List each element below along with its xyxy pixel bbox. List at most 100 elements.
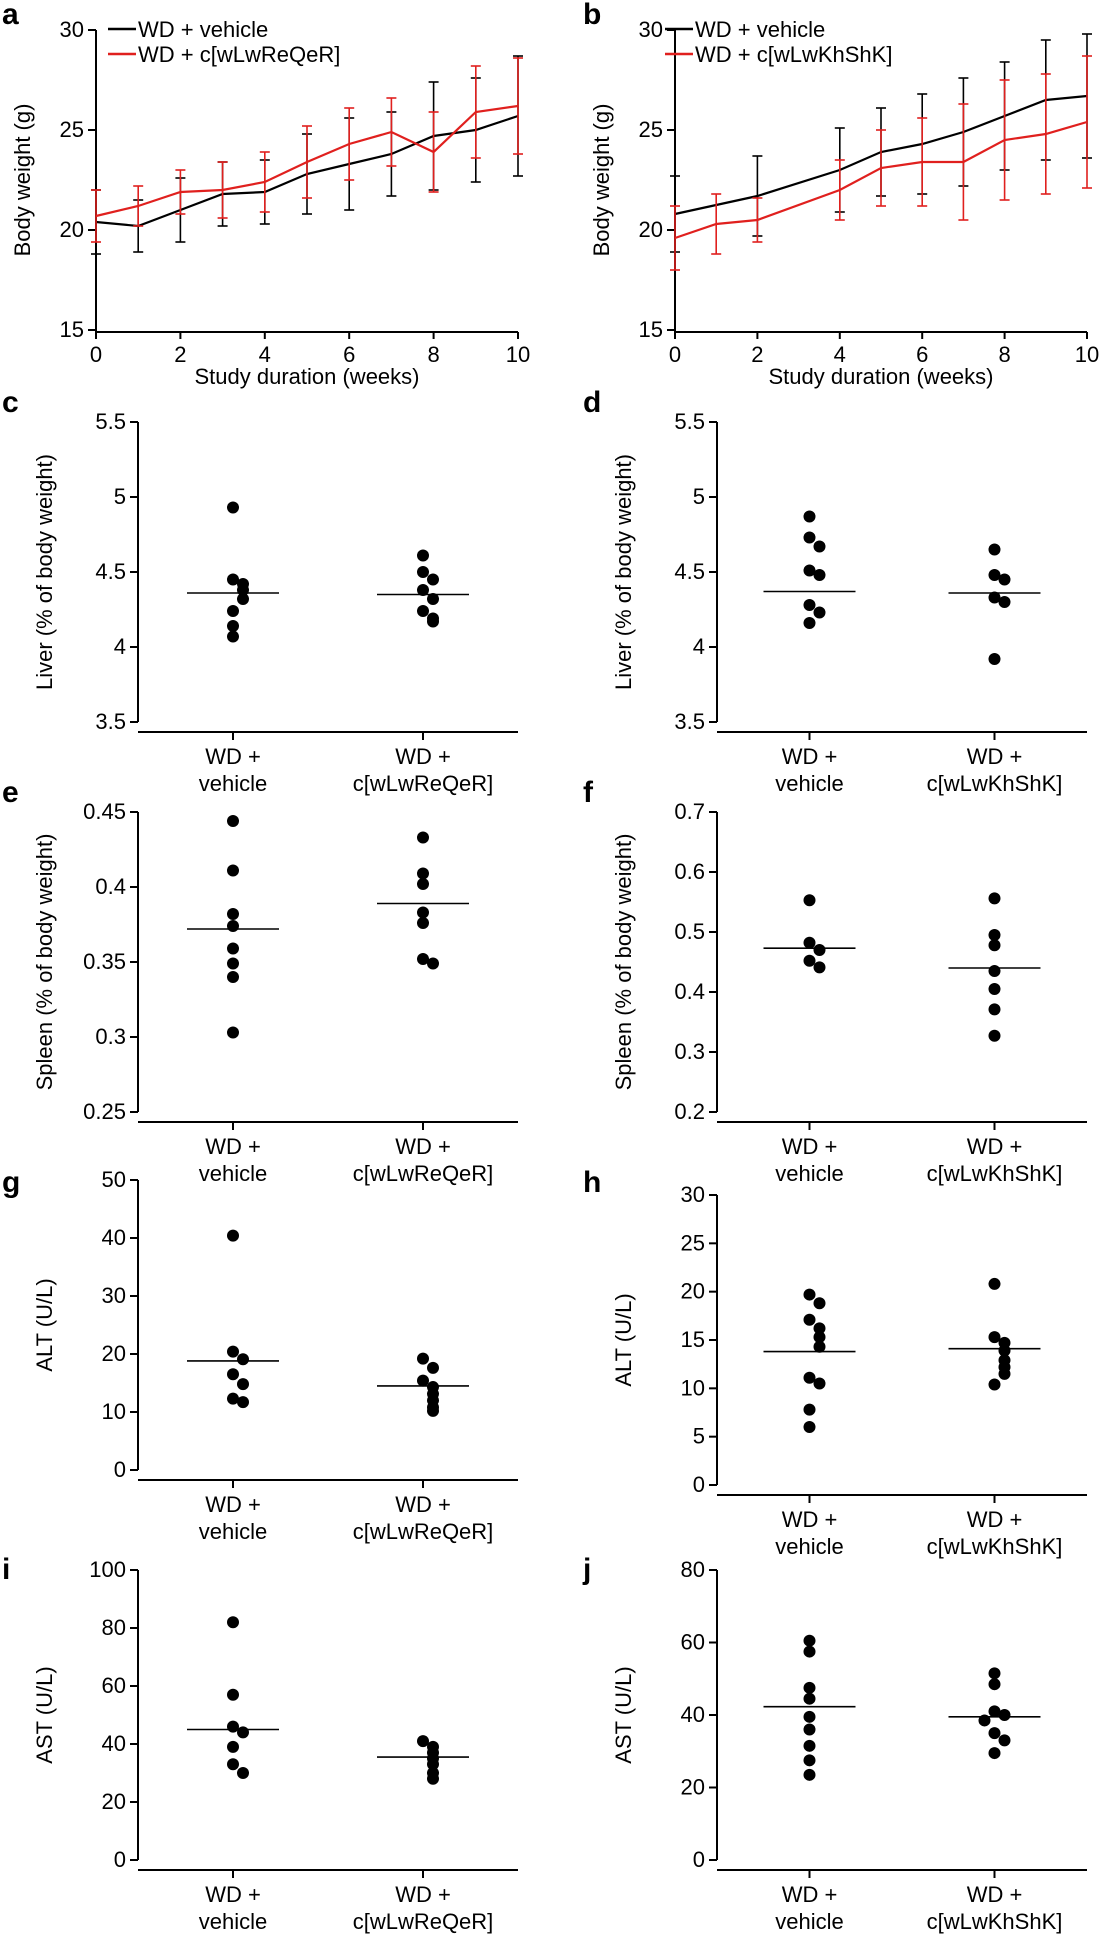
data-point [227,1758,239,1771]
panel-letter-i: i [2,1553,11,1586]
chart-j-ast: 0 20 40 60 80 AST (U/L) WD + vehicle WD + c[wLwKh… [580,1557,1117,1941]
y-tick-label: 4 [693,634,705,659]
y-tick-label: 5.5 [674,409,705,434]
y-tick-label: 20 [102,1341,126,1366]
chart-f-spleen: 0.2 0.3 0.4 0.5 0.6 0.7 Spleen (% of body weig… [580,799,1117,1190]
panel-letter-c: c [2,386,19,419]
y-axis-label: AST (U/L) [32,1666,57,1763]
data-point [427,1772,439,1785]
group-0 [187,815,279,1039]
data-point [227,1616,239,1629]
x-tick-label: 4 [259,342,271,367]
data-point [803,1723,816,1736]
category-label: WD + [395,1882,451,1907]
data-point [427,957,439,970]
y-tick-label: 0 [114,1457,126,1482]
data-point [813,1377,826,1390]
data-point [227,864,239,877]
data-point [417,1374,429,1387]
data-point [417,549,429,562]
chart-d-liver: 3.5 4 4.5 5 5.5 Liver (% of body weight) WD + v… [580,409,1117,800]
data-point [227,942,239,955]
y-tick-label: 60 [102,1673,126,1698]
y-axis-label: Liver (% of body weight) [32,454,57,690]
data-point [227,620,239,632]
data-point [227,1740,239,1753]
x-tick-label: 6 [916,342,928,367]
panel-letter-a: a [2,0,19,31]
y-tick-label: 0 [693,1472,705,1497]
y-tick-label: 25 [639,117,663,142]
data-point [227,815,239,827]
data-point [988,653,1001,665]
x-tick-label: 2 [174,342,186,367]
y-axis-label: Body weight (g) [10,104,35,257]
legend-label: WD + c[wLwKhShK] [695,42,892,67]
panel-letter-d: d [583,386,602,419]
category-label: WD + [967,1882,1023,1907]
data-point [803,1421,816,1433]
y-tick-label: 40 [102,1731,126,1756]
category-label: vehicle [199,771,267,796]
data-point [988,1667,1001,1680]
y-tick-label: 20 [681,1279,705,1304]
group-0 [187,1616,279,1779]
group-1 [377,1735,469,1785]
group-0 [763,510,856,629]
data-point [803,1288,816,1301]
y-tick-label: 60 [681,1630,705,1655]
data-point [237,1396,249,1409]
panel-letter-h: h [583,1166,602,1199]
data-point [998,1709,1011,1721]
x-tick-label: 10 [1075,342,1099,367]
series-1 [670,55,1092,271]
data-point [803,954,816,967]
y-tick-label: 0.4 [674,979,705,1004]
y-tick-label: 0.2 [674,1099,705,1124]
chart-b-body-weight: 15 20 25 30 Body weight (g) 0 2 4 6 8 10 Study dura… [580,17,1117,400]
data-point [978,1714,991,1727]
category-label: vehicle [199,1909,267,1934]
category-label: WD + [782,744,838,769]
data-point [803,1645,816,1658]
data-point [813,1297,826,1310]
legend-label: WD + c[wLwReQeR] [138,42,340,67]
data-point [227,1026,239,1039]
data-point [803,1403,816,1416]
data-point [998,1367,1011,1380]
category-label: WD + [967,1507,1023,1532]
category-label: WD + [395,744,451,769]
series-line [95,104,519,218]
data-point [417,566,429,578]
data-point [988,1277,1001,1290]
y-tick-label: 0 [114,1847,126,1872]
data-point [417,605,429,617]
data-point [427,1404,439,1417]
data-point [237,1767,249,1779]
y-tick-label: 20 [102,1789,126,1814]
y-axis-label: ALT (U/L) [611,1293,636,1386]
data-point [988,1029,1001,1042]
data-point [803,510,816,523]
chart-svg-a: 15 20 25 30 Body weight (g) 0 2 4 6 8 10 Study dura… [10,17,530,389]
data-point [803,1739,816,1752]
x-tick-label: 4 [834,342,846,367]
y-tick-label: 0 [693,1847,705,1872]
data-point [227,957,239,970]
data-point [803,1754,816,1767]
panel-letter-f: f [583,776,593,809]
data-point [427,615,439,628]
y-tick-label: 0.3 [95,1024,126,1049]
category-label: WD + [205,1882,261,1907]
data-point [427,1361,439,1374]
data-point [803,1634,816,1647]
data-point [227,1688,239,1701]
panel-letter-b: b [583,0,602,31]
y-tick-label: 0.35 [83,949,126,974]
data-point [227,501,239,514]
category-label: c[wLwKhShK] [927,1534,1063,1559]
y-axis-label: Body weight (g) [589,104,614,257]
data-point [988,1003,1001,1016]
category-label: WD + [782,1134,838,1159]
